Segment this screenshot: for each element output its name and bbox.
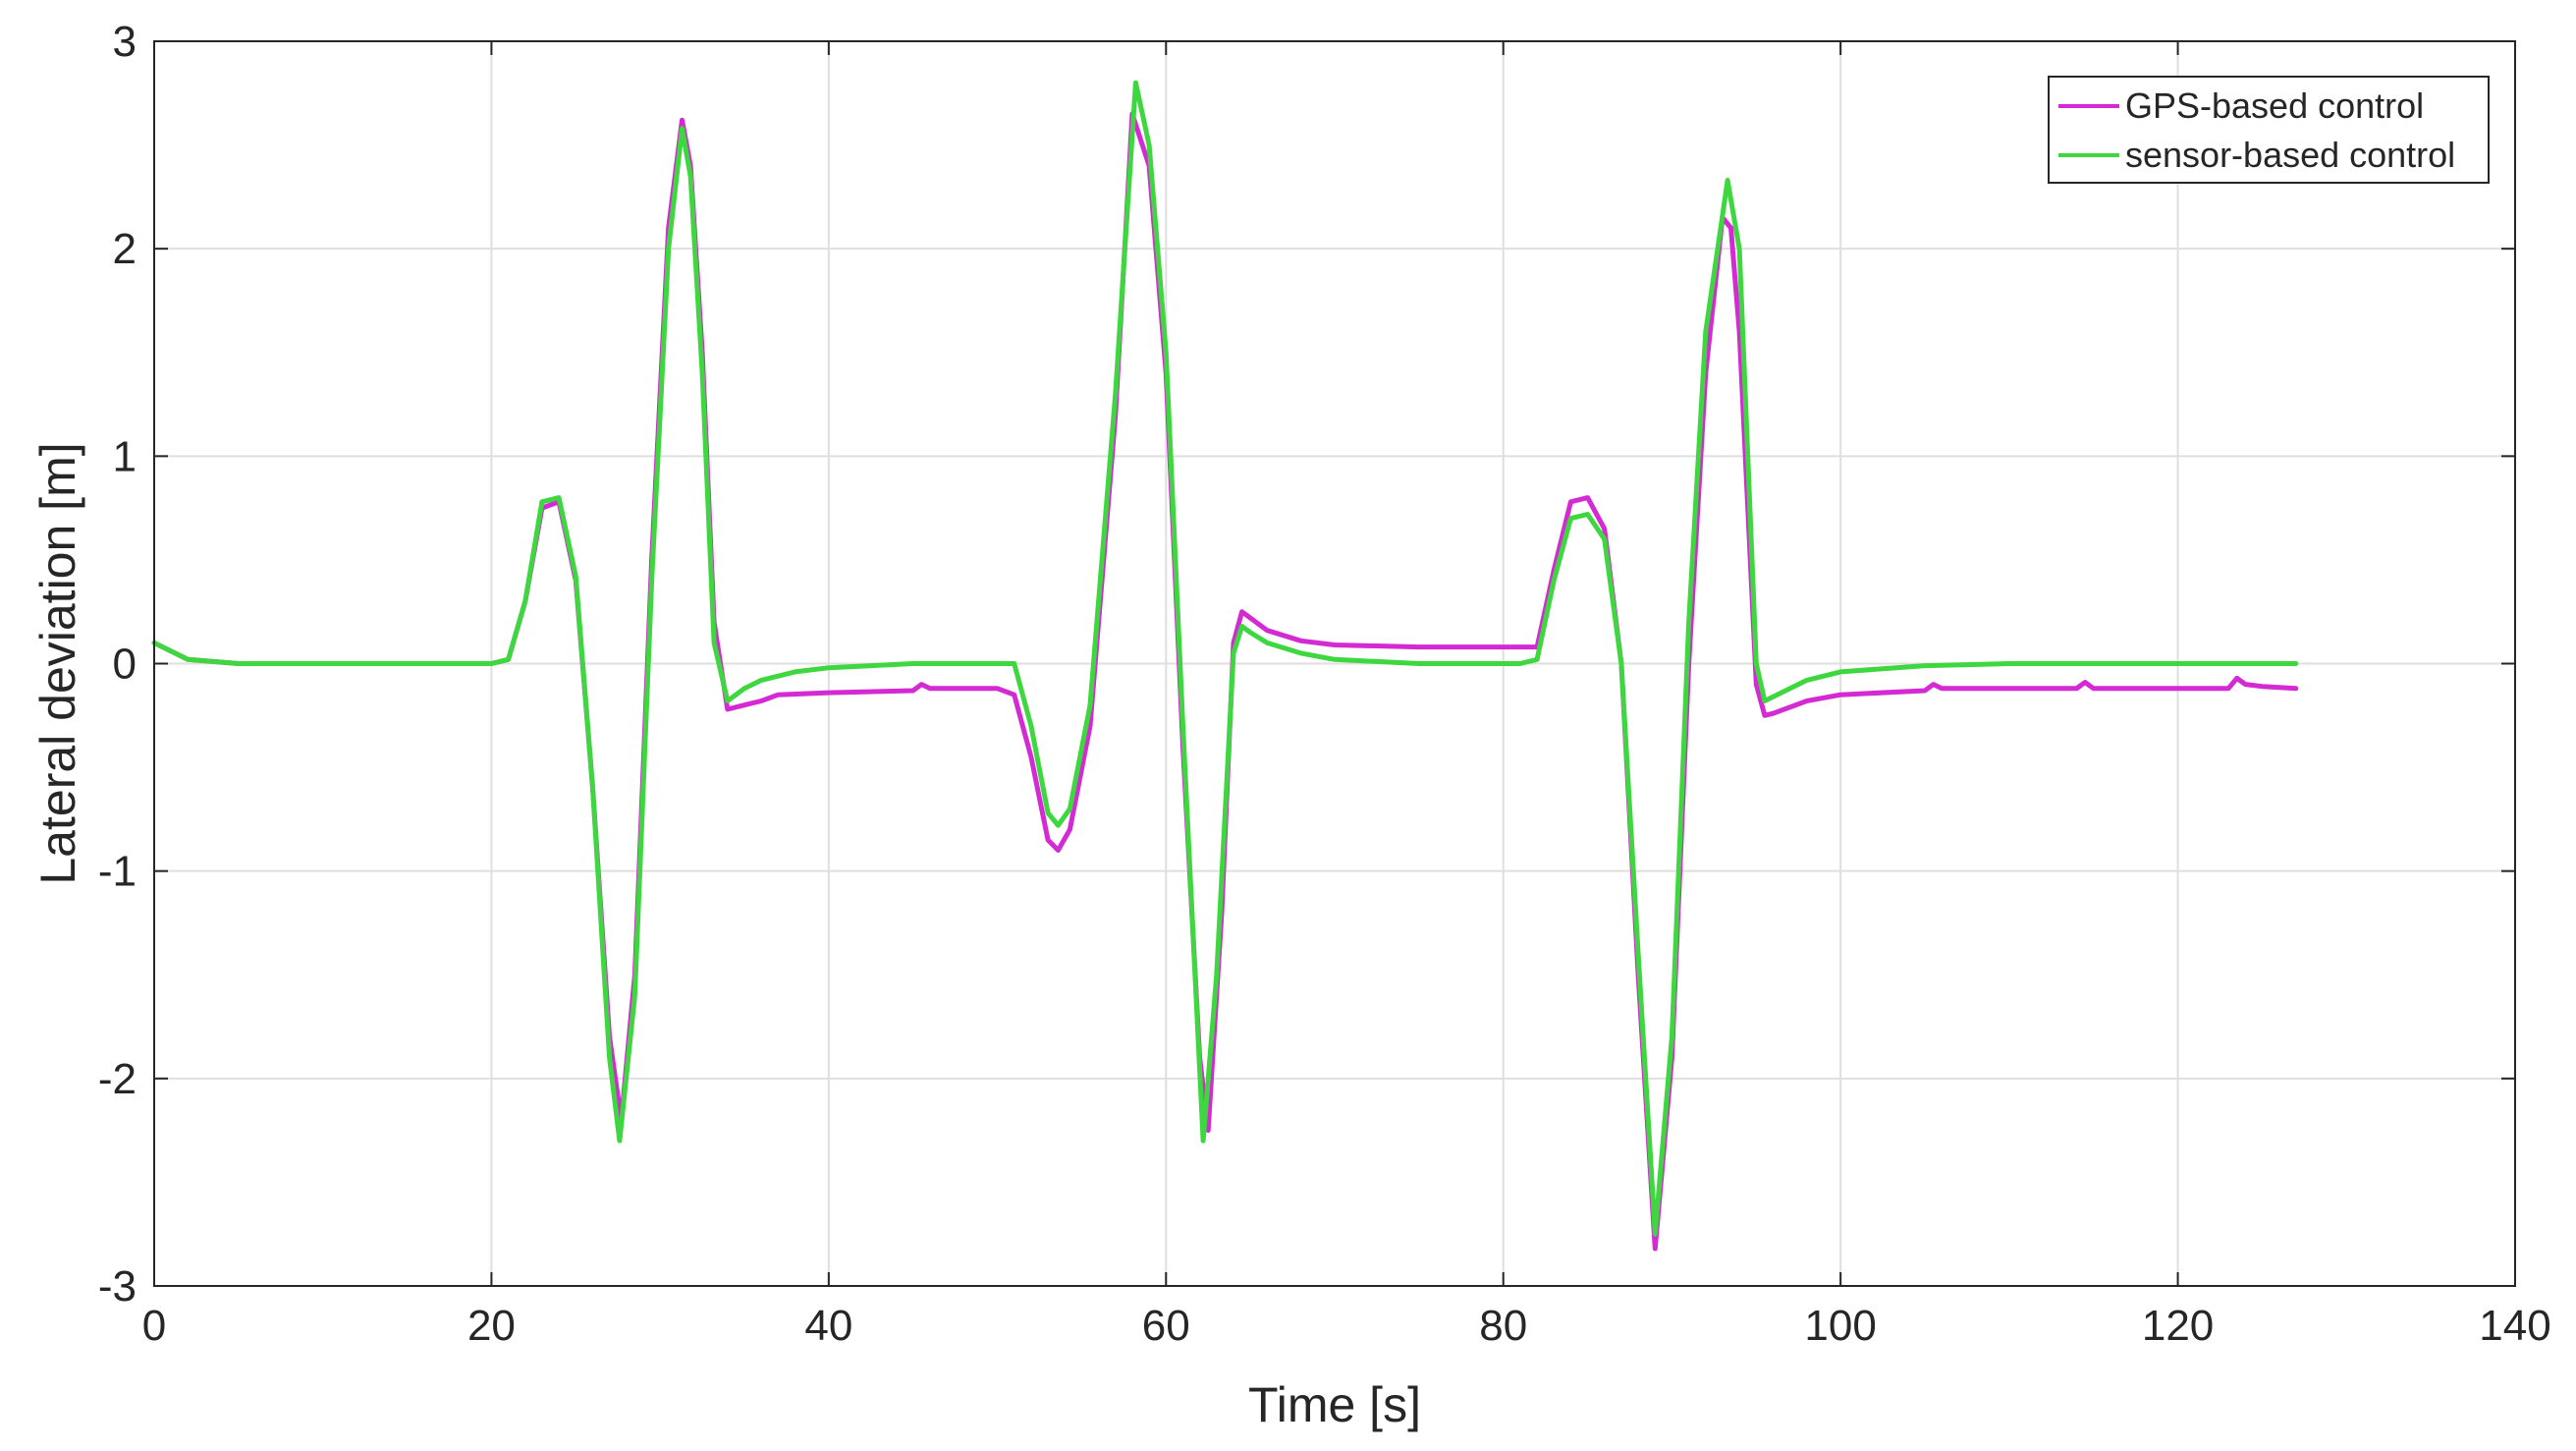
series-layer — [151, 80, 2299, 1252]
x-tick-label: 40 — [804, 1302, 852, 1350]
legend-label-gps: GPS-based control — [2125, 85, 2424, 126]
y-tick-label: 1 — [113, 432, 137, 480]
legend: GPS-based control sensor-based control — [2048, 76, 2490, 184]
y-tick-label: 2 — [113, 225, 137, 273]
y-axis-label: Lateral deviation [m] — [30, 442, 85, 884]
x-tick-label: 20 — [467, 1302, 516, 1350]
y-tick-label: 0 — [113, 641, 137, 689]
ticks: 0 20 40 60 80 100 120 140 -3 -2 -1 0 1 2 3 — [98, 18, 2551, 1350]
y-tick-label: 3 — [113, 18, 137, 66]
x-tick-label: 60 — [1142, 1302, 1190, 1350]
y-tick-label: -1 — [98, 848, 137, 896]
series-line-1 — [151, 80, 2299, 1237]
x-tick-label: 140 — [2479, 1302, 2550, 1350]
x-tick-label: 120 — [2142, 1302, 2214, 1350]
x-tick-label: 0 — [142, 1302, 166, 1350]
x-tick-label: 80 — [1479, 1302, 1527, 1350]
x-tick-label: 100 — [1804, 1302, 1876, 1350]
y-tick-label: -3 — [98, 1262, 137, 1311]
legend-label-sensor: sensor-based control — [2125, 135, 2455, 175]
y-tick-label: -2 — [98, 1055, 137, 1103]
legend-box — [2048, 76, 2490, 184]
x-axis-label: Time [s] — [1248, 1377, 1421, 1432]
